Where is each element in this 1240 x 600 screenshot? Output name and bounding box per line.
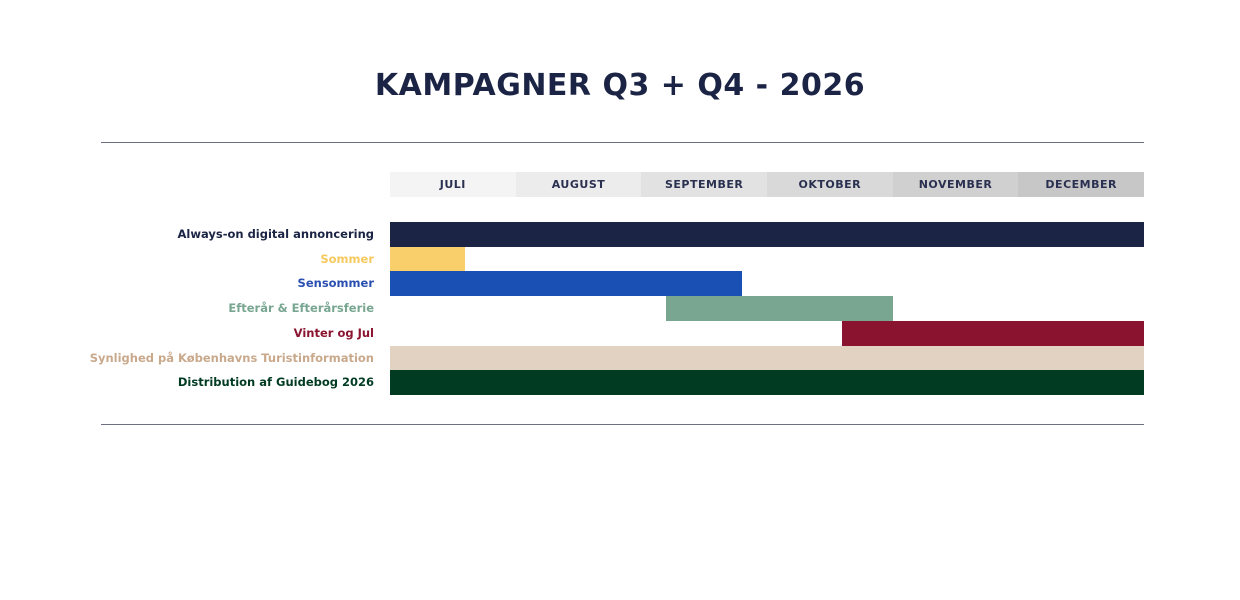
month-december: DECEMBER bbox=[1018, 172, 1145, 197]
month-november: NOVEMBER bbox=[892, 172, 1019, 197]
row-label-always-on: Always-on digital annoncering bbox=[177, 227, 375, 241]
bar-always-on bbox=[390, 222, 1144, 247]
month-juli: JULI bbox=[390, 172, 516, 197]
month-label: DECEMBER bbox=[1045, 178, 1117, 191]
bottom-divider bbox=[101, 424, 1144, 425]
bar-sensommer bbox=[390, 271, 742, 297]
month-label: OKTOBER bbox=[798, 178, 862, 191]
month-oktober: OKTOBER bbox=[767, 172, 893, 197]
month-label: SEPTEMBER bbox=[665, 178, 744, 191]
month-header: JULI AUGUST SEPTEMBER OKTOBER NOVEMBER D… bbox=[390, 172, 1145, 197]
row-label-distribution: Distribution af Guidebog 2026 bbox=[177, 375, 374, 390]
month-label: JULI bbox=[439, 178, 466, 191]
row-label-efteraar: Efterår & Efterårsferie bbox=[228, 301, 374, 316]
bar-efteraar bbox=[666, 296, 893, 322]
row-label-synlighed: Synlighed på Københavns Turistinformatio… bbox=[89, 350, 374, 365]
chart-title: KAMPAGNER Q3 + Q4 - 2026 bbox=[374, 68, 866, 103]
month-august: AUGUST bbox=[515, 172, 642, 197]
row-label-vinter-jul: Vinter og Jul bbox=[293, 325, 374, 340]
bar-vinter-jul bbox=[842, 320, 1144, 346]
bar-sommer bbox=[390, 246, 466, 272]
month-september: SEPTEMBER bbox=[641, 172, 768, 197]
row-label-sensommer: Sensommer bbox=[297, 276, 374, 291]
month-label: AUGUST bbox=[551, 178, 606, 191]
top-divider bbox=[101, 142, 1144, 143]
bar-distribution bbox=[390, 370, 1144, 396]
bar-synlighed bbox=[390, 345, 1144, 371]
row-label-sommer: Sommer bbox=[320, 251, 374, 266]
month-label: NOVEMBER bbox=[918, 178, 993, 191]
